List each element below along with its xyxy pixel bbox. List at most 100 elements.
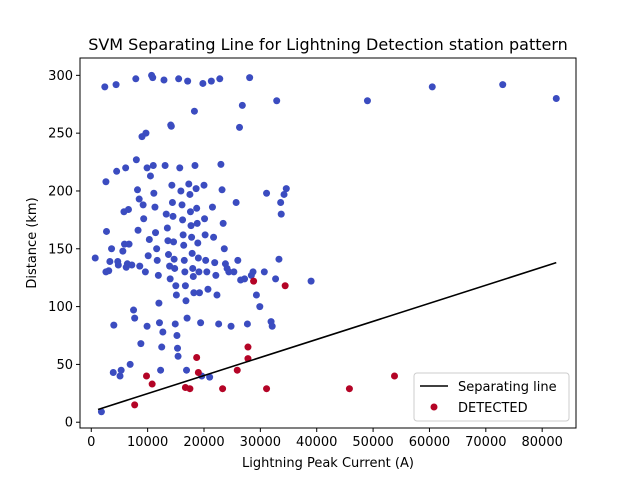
x-axis-label: Lightning Peak Current (A) — [242, 456, 414, 471]
not-detected-point — [160, 76, 168, 84]
not-detected-point — [159, 328, 167, 336]
not-detected-point — [117, 366, 125, 374]
not-detected-point — [131, 314, 139, 322]
not-detected-point — [124, 205, 132, 213]
not-detected-point — [174, 352, 182, 360]
not-detected-point — [246, 74, 254, 82]
not-detected-point — [150, 189, 158, 197]
not-detected-point — [203, 268, 211, 276]
x-tick-label: 20000 — [183, 435, 224, 450]
not-detected-point — [166, 275, 174, 283]
y-tick-label: 300 — [48, 69, 73, 84]
legend-box — [413, 372, 570, 422]
detected-point — [186, 385, 194, 393]
not-detected-point — [171, 320, 179, 328]
not-detected-point — [194, 239, 202, 247]
detected-point — [219, 385, 227, 393]
not-detected-point — [208, 203, 216, 211]
y-tick-label: 200 — [48, 184, 73, 199]
not-detected-point — [102, 227, 110, 235]
not-detected-point — [180, 241, 188, 249]
separating-line — [97, 261, 557, 411]
x-tick-label: 70000 — [465, 435, 506, 450]
not-detected-point — [238, 101, 246, 109]
not-detected-point — [133, 186, 141, 194]
y-axis: 0 50 100 150 200 250 300 — [48, 69, 80, 431]
not-detected-point — [215, 320, 223, 328]
not-detected-point — [195, 289, 203, 297]
not-detected-point — [140, 215, 148, 223]
not-detected-point — [155, 319, 163, 327]
detected-point — [143, 372, 151, 380]
not-detected-point — [114, 261, 122, 269]
not-detected-point — [211, 259, 219, 267]
not-detected-point — [119, 247, 127, 255]
not-detected-point — [263, 189, 271, 197]
not-detected-point — [202, 256, 210, 264]
not-detected-point — [143, 164, 151, 172]
not-detected-point — [183, 366, 191, 374]
not-detected-point — [151, 203, 159, 211]
not-detected-point — [180, 256, 188, 264]
not-detected-point — [217, 160, 225, 168]
not-detected-point — [144, 252, 152, 260]
not-detected-point — [225, 268, 233, 276]
detected-point — [263, 385, 271, 393]
not-detected-point — [189, 273, 197, 281]
not-detected-point — [158, 343, 166, 351]
not-detected-point — [172, 282, 180, 290]
not-detected-point — [149, 162, 157, 170]
not-detected-point — [105, 267, 113, 275]
not-detected-point — [220, 245, 228, 253]
detected-point — [391, 372, 399, 380]
not-detected-point — [188, 249, 196, 257]
not-detected-point — [125, 240, 133, 248]
not-detected-point — [142, 129, 150, 137]
not-detected-point — [177, 187, 185, 195]
not-detected-point — [191, 162, 199, 170]
legend-label-separating-line: Separating line — [458, 380, 557, 395]
not-detected-point — [213, 291, 221, 299]
not-detected-point — [110, 321, 118, 329]
not-detected-point — [178, 201, 186, 209]
not-detected-point — [189, 264, 197, 272]
not-detected-point — [170, 255, 178, 263]
not-detected-point — [136, 262, 144, 270]
not-detected-point — [106, 258, 114, 265]
not-detected-point — [153, 245, 161, 253]
not-detected-point — [183, 314, 191, 322]
not-detected-point — [139, 201, 147, 209]
not-detected-point — [149, 74, 157, 82]
not-detected-point — [176, 164, 184, 172]
detected-point — [250, 277, 258, 285]
not-detected-point — [428, 83, 436, 91]
not-detected-point — [277, 210, 285, 218]
not-detected-point — [190, 289, 198, 297]
x-tick-label: 80000 — [522, 435, 563, 450]
not-detected-point — [164, 237, 172, 245]
not-detected-point — [181, 268, 189, 276]
not-detected-point — [97, 408, 105, 416]
not-detected-point — [201, 231, 209, 239]
not-detected-point — [102, 178, 110, 186]
not-detected-point — [146, 172, 154, 180]
not-detected-point — [190, 107, 198, 115]
not-detected-point — [241, 275, 249, 283]
not-detected-point — [218, 186, 226, 194]
not-detected-point — [135, 195, 143, 203]
not-detected-point — [282, 185, 290, 193]
not-detected-point — [113, 167, 121, 175]
not-detected-point — [273, 97, 281, 105]
not-detected-point — [234, 256, 242, 264]
not-detected-point — [187, 222, 195, 230]
not-detected-point — [168, 181, 176, 189]
x-tick-label: 40000 — [296, 435, 337, 450]
not-detected-point — [363, 97, 371, 105]
not-detected-point — [188, 233, 196, 241]
not-detected-point — [206, 373, 214, 381]
not-detected-point — [204, 285, 212, 293]
not-detected-point — [260, 268, 268, 276]
not-detected-point — [171, 264, 179, 272]
